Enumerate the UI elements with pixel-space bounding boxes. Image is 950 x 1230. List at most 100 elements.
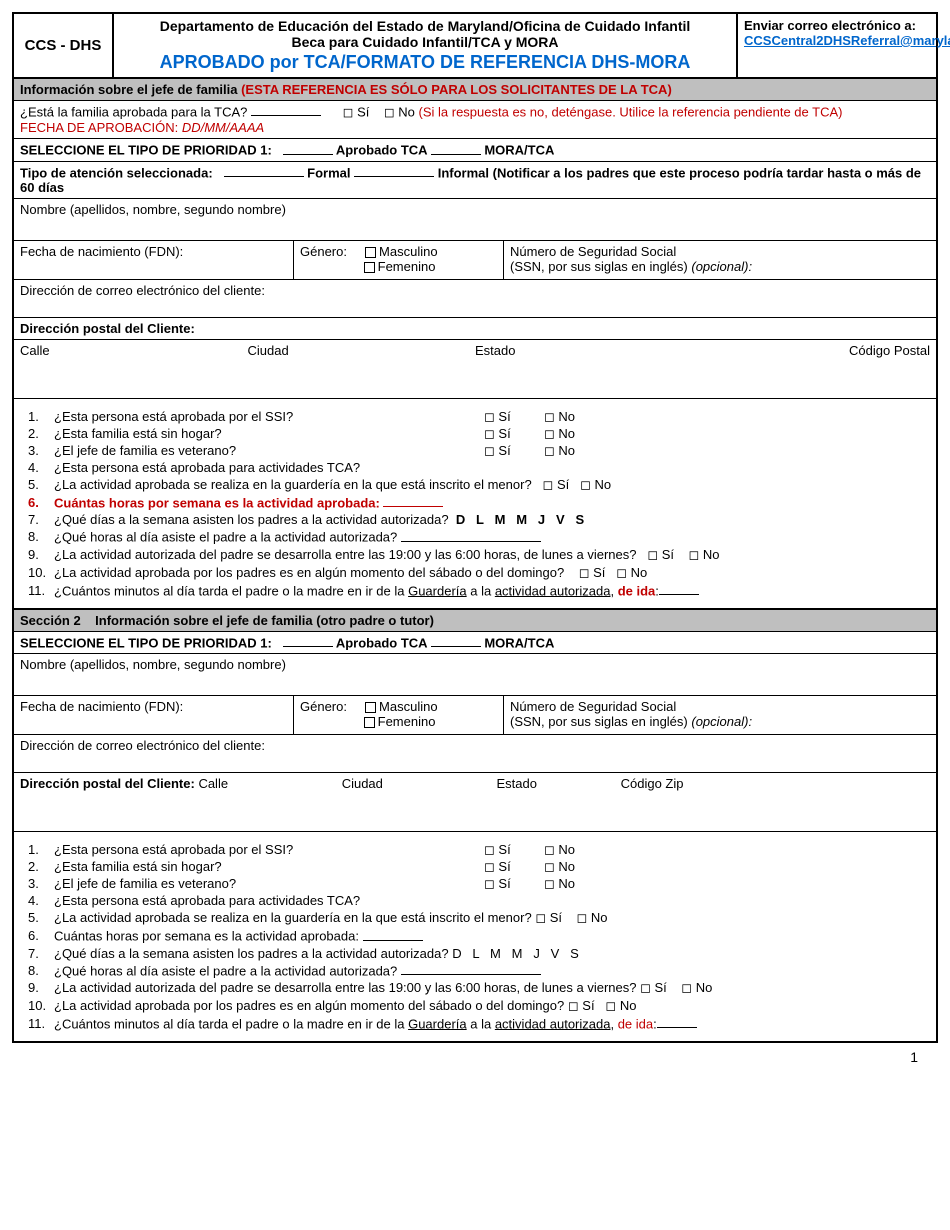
s2q2-yes: Sí [498, 859, 510, 874]
q6-blank[interactable] [383, 495, 443, 507]
s2q11-blank[interactable] [657, 1016, 697, 1028]
q1-no: No [558, 409, 575, 424]
ssn-opt: (opcional): [691, 259, 752, 274]
gender-f-box[interactable] [364, 262, 375, 273]
care-formal: Formal [307, 165, 350, 180]
s2q1-yes-box[interactable]: ◻ [484, 842, 495, 857]
gender-label: Género: [300, 244, 347, 259]
s2q7-days: D L M M J V S [452, 946, 579, 961]
no-note: (Si la respuesta es no, deténgase. Utili… [419, 104, 843, 119]
s2q6-text: Cuántas horas por semana es la actividad… [54, 929, 363, 944]
addr-city-2: Ciudad [342, 776, 383, 791]
section1-heading-b: (ESTA REFERENCIA ES SÓLO PARA LOS SOLICI… [241, 82, 672, 97]
s2q9-no-box[interactable]: ◻ [681, 980, 692, 995]
client-email-row-2[interactable]: Dirección de correo electrónico del clie… [14, 735, 936, 773]
s2q1-no-box[interactable]: ◻ [544, 842, 555, 857]
q2-no: No [558, 426, 575, 441]
q10-no-box[interactable]: ◻ [616, 565, 627, 580]
gender-cell-2: Género: Masculino Femenino [294, 696, 504, 734]
name-row-2[interactable]: Nombre (apellidos, nombre, segundo nombr… [14, 654, 936, 696]
dob-cell-2[interactable]: Fecha de nacimiento (FDN): [14, 696, 294, 734]
q5-no-box[interactable]: ◻ [580, 477, 591, 492]
s2q5-yes: Sí [550, 910, 562, 925]
addr-street-2: Calle [198, 776, 228, 791]
q10: 10.¿La actividad aprobada por los padres… [54, 565, 930, 581]
mail-label-row: Dirección postal del Cliente: [14, 318, 936, 340]
priority-b2: MORA/TCA [484, 635, 554, 650]
s2q3-yes-box[interactable]: ◻ [484, 876, 495, 891]
s2q10-yes-box[interactable]: ◻ [568, 998, 579, 1013]
addr-city: Ciudad [248, 343, 476, 358]
s2q11b: Guardería [408, 1016, 467, 1031]
client-email-row[interactable]: Dirección de correo electrónico del clie… [14, 280, 936, 318]
s2q5-yes-box[interactable]: ◻ [535, 910, 546, 925]
form-container: CCS - DHS Departamento de Educación del … [12, 12, 938, 1043]
s2q1-yes: Sí [498, 842, 510, 857]
s2q11c: a la [467, 1016, 495, 1031]
s2q5-no: No [591, 910, 608, 925]
mail-label-2: Dirección postal del Cliente: [20, 776, 198, 791]
s2q7: 7.¿Qué días a la semana asisten los padr… [54, 946, 930, 961]
q2-yes: Sí [498, 426, 510, 441]
q9-yes: Sí [662, 547, 674, 562]
q8-blank[interactable] [401, 529, 541, 541]
q3-yes-box[interactable]: ◻ [484, 443, 495, 458]
q10-yes-box[interactable]: ◻ [579, 565, 590, 580]
fecha-label: FECHA DE APROBACIÓN: [20, 120, 182, 135]
q5-yes-box[interactable]: ◻ [543, 477, 554, 492]
priority-row-2: SELECCIONE EL TIPO DE PRIORIDAD 1: Aprob… [14, 632, 936, 654]
care-blank-b[interactable] [354, 165, 434, 177]
email-link[interactable]: CCSCentral2DHSReferral@maryland.gov [744, 33, 950, 48]
priority-blank-a2[interactable] [283, 635, 333, 647]
address-row-2[interactable]: Dirección postal del Cliente: Calle Ciud… [14, 773, 936, 832]
dob-label: Fecha de nacimiento (FDN): [20, 244, 183, 259]
care-blank-a[interactable] [224, 165, 304, 177]
ssn-b: (SSN, por sus siglas en inglés) [510, 259, 691, 274]
q2-no-box[interactable]: ◻ [544, 426, 555, 441]
s2q2-yes-box[interactable]: ◻ [484, 859, 495, 874]
priority-blank-a[interactable] [283, 142, 333, 154]
s2q3-no-box[interactable]: ◻ [544, 876, 555, 891]
q1-yes-box[interactable]: ◻ [484, 409, 495, 424]
ssn-cell[interactable]: Número de Seguridad Social (SSN, por sus… [504, 241, 936, 279]
q9-no-box[interactable]: ◻ [688, 547, 699, 562]
s2q3-text: ¿El jefe de familia es veterano? [54, 876, 236, 891]
section1-heading: Información sobre el jefe de familia (ES… [14, 79, 936, 101]
tca-approved-row: ¿Está la familia aprobada para la TCA? ◻… [14, 101, 936, 139]
s2q6-blank[interactable] [363, 928, 423, 940]
s2q10-no: No [620, 998, 637, 1013]
q10-text: ¿La actividad aprobada por los padres es… [54, 565, 564, 580]
q7-days: D L M M J V S [456, 512, 584, 527]
tca-approved-q: ¿Está la familia aprobada para la TCA? [20, 104, 251, 119]
gender-m-box-2[interactable] [365, 702, 376, 713]
s2q8-blank[interactable] [401, 963, 541, 975]
s2q5-no-box[interactable]: ◻ [576, 910, 587, 925]
tca-approved-blank[interactable] [251, 104, 321, 116]
s2q9-yes-box[interactable]: ◻ [640, 980, 651, 995]
gender-m-box[interactable] [365, 247, 376, 258]
addr-state-2: Estado [497, 776, 537, 791]
priority-blank-b[interactable] [431, 142, 481, 154]
q1-no-box[interactable]: ◻ [544, 409, 555, 424]
q11-blank[interactable] [659, 583, 699, 595]
q9-yes-box[interactable]: ◻ [647, 547, 658, 562]
gender-f-box-2[interactable] [364, 717, 375, 728]
address-row[interactable]: Calle Ciudad Estado Código Postal [14, 340, 936, 399]
priority-label-2: SELECCIONE EL TIPO DE PRIORIDAD 1: [20, 635, 272, 650]
ssn-cell-2[interactable]: Número de Seguridad Social (SSN, por sus… [504, 696, 936, 734]
q2-yes-box[interactable]: ◻ [484, 426, 495, 441]
q3-no-box[interactable]: ◻ [544, 443, 555, 458]
box-no[interactable]: ◻ [384, 104, 395, 119]
fecha-ph[interactable]: DD/MM/AAAA [182, 120, 264, 135]
section2-heading-text: Sección 2 Información sobre el jefe de f… [20, 613, 434, 628]
name-row[interactable]: Nombre (apellidos, nombre, segundo nombr… [14, 199, 936, 241]
s2q3: 3.¿El jefe de familia es veterano?◻ Sí◻ … [54, 876, 930, 891]
box-yes[interactable]: ◻ [343, 104, 354, 119]
priority-blank-b2[interactable] [431, 635, 481, 647]
s2q3-yes: Sí [498, 876, 510, 891]
q1: 1.¿Esta persona está aprobada por el SSI… [54, 409, 930, 424]
s2q2-no-box[interactable]: ◻ [544, 859, 555, 874]
s2q2-no: No [558, 859, 575, 874]
s2q10-no-box[interactable]: ◻ [605, 998, 616, 1013]
dob-cell[interactable]: Fecha de nacimiento (FDN): [14, 241, 294, 279]
